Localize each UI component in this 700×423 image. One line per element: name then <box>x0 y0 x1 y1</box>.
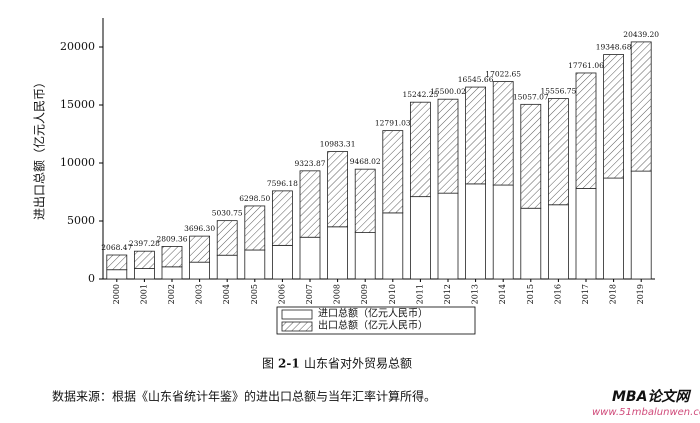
bar-segment <box>106 269 128 280</box>
x-tick-label: 2017 <box>581 284 590 304</box>
total-label: 2809.36 <box>156 234 187 243</box>
total-label: 19348.68 <box>596 43 632 52</box>
total-label: 15242.25 <box>403 90 439 99</box>
total-label: 15500.02 <box>430 87 466 96</box>
total-label: 2397.28 <box>129 239 160 248</box>
x-tick-label: 2009 <box>360 284 369 304</box>
bar-segment <box>548 98 569 206</box>
bar-segment <box>548 204 569 280</box>
bar-segment <box>354 232 376 280</box>
x-tick-label: 2012 <box>443 284 452 304</box>
y-tick-label: 15000 <box>60 98 95 111</box>
x-tick-label: 2001 <box>139 284 148 304</box>
caption-number: 2-1 <box>278 357 300 371</box>
bar-segment <box>161 266 183 280</box>
x-tick-label: 2002 <box>167 284 176 304</box>
bar-segment <box>520 103 542 209</box>
total-label: 3696.30 <box>184 224 215 233</box>
total-label: 20439.20 <box>623 30 659 39</box>
bar-segment <box>630 170 652 280</box>
bar-segment <box>189 261 211 280</box>
bar-segment <box>630 41 652 172</box>
bar-segment <box>327 226 349 280</box>
x-tick-label: 2019 <box>636 284 645 304</box>
total-label: 6298.50 <box>239 194 270 203</box>
bar-segment <box>465 86 487 185</box>
x-tick-label: 2000 <box>112 284 121 304</box>
bar-segment <box>382 212 404 280</box>
x-tick-label: 2011 <box>415 284 424 304</box>
x-tick-label: 2016 <box>553 284 562 304</box>
watermark-url: www.51mbalunwen.com <box>592 407 700 418</box>
total-label: 7596.18 <box>267 179 298 188</box>
total-label: 9323.87 <box>294 159 325 168</box>
bar-segment <box>520 207 542 280</box>
bar-segment <box>603 177 624 280</box>
y-axis-label: 进出口总额（亿元人民币） <box>32 76 47 220</box>
legend-swatch <box>281 321 313 332</box>
x-tick-label: 2010 <box>388 284 397 304</box>
bar-segment <box>382 130 404 214</box>
x-tick-label: 2013 <box>471 284 480 304</box>
bar-segment <box>161 246 183 268</box>
x-tick-label: 2006 <box>277 284 286 304</box>
total-label: 15057.07 <box>513 92 549 101</box>
total-label: 15556.75 <box>541 87 577 96</box>
bar-segment <box>327 151 349 228</box>
bar-segment <box>271 190 293 246</box>
caption-text: 山东省对外贸易总额 <box>304 357 412 371</box>
bar-segment <box>575 72 597 189</box>
bar-segment <box>244 205 266 251</box>
total-label: 12791.03 <box>375 119 411 128</box>
watermark-title: MBA论文网 <box>612 388 691 405</box>
caption-prefix: 图 <box>262 357 274 371</box>
bar-segment <box>492 81 514 186</box>
bar-segment <box>216 220 238 256</box>
bar-segment <box>244 249 266 280</box>
total-label: 5030.75 <box>212 209 243 218</box>
x-tick-label: 2018 <box>609 284 618 304</box>
bar-segment <box>106 254 128 271</box>
y-tick-label: 10000 <box>60 156 95 169</box>
x-tick-label: 2007 <box>305 284 314 304</box>
bar-segment <box>437 98 459 194</box>
y-tick-label: 20000 <box>60 40 95 53</box>
y-tick-label: 5000 <box>67 214 95 227</box>
total-label: 9468.02 <box>350 157 381 166</box>
bar-segment <box>299 170 321 238</box>
total-label: 10983.31 <box>320 140 356 149</box>
total-label: 2068.47 <box>101 243 132 252</box>
total-label: 17022.65 <box>485 70 521 79</box>
y-tick-label: 0 <box>88 272 95 285</box>
bar-segment <box>492 184 514 280</box>
bar-segment <box>465 183 487 280</box>
bar-segment <box>189 235 211 263</box>
bar-segment <box>575 188 597 280</box>
bar-segment <box>409 101 431 198</box>
legend-label: 出口总额（亿元人民币） <box>318 319 428 332</box>
legend-label: 进口总额（亿元人民币） <box>318 307 428 320</box>
total-label: 16545.66 <box>458 75 494 84</box>
bar-segment <box>603 54 624 179</box>
x-tick-label: 2003 <box>195 284 204 304</box>
x-tick-label: 2014 <box>498 284 507 304</box>
bar-segment <box>299 236 321 280</box>
bar-segment <box>133 250 155 269</box>
total-label: 17761.06 <box>568 61 604 70</box>
bar-segment <box>271 244 293 280</box>
bar-segment <box>409 196 431 280</box>
x-tick-label: 2008 <box>333 284 342 304</box>
x-tick-label: 2004 <box>222 284 231 304</box>
source-note: 数据来源：根据《山东省统计年鉴》的进出口总额与当年汇率计算所得。 <box>52 389 436 404</box>
bar-segment <box>437 192 459 280</box>
x-tick-label: 2015 <box>526 284 535 304</box>
x-tick-label: 2005 <box>250 284 259 304</box>
bar-segment <box>133 268 155 280</box>
bar-segment <box>354 168 376 234</box>
legend-swatch <box>281 309 313 320</box>
bar-segment <box>216 254 238 280</box>
